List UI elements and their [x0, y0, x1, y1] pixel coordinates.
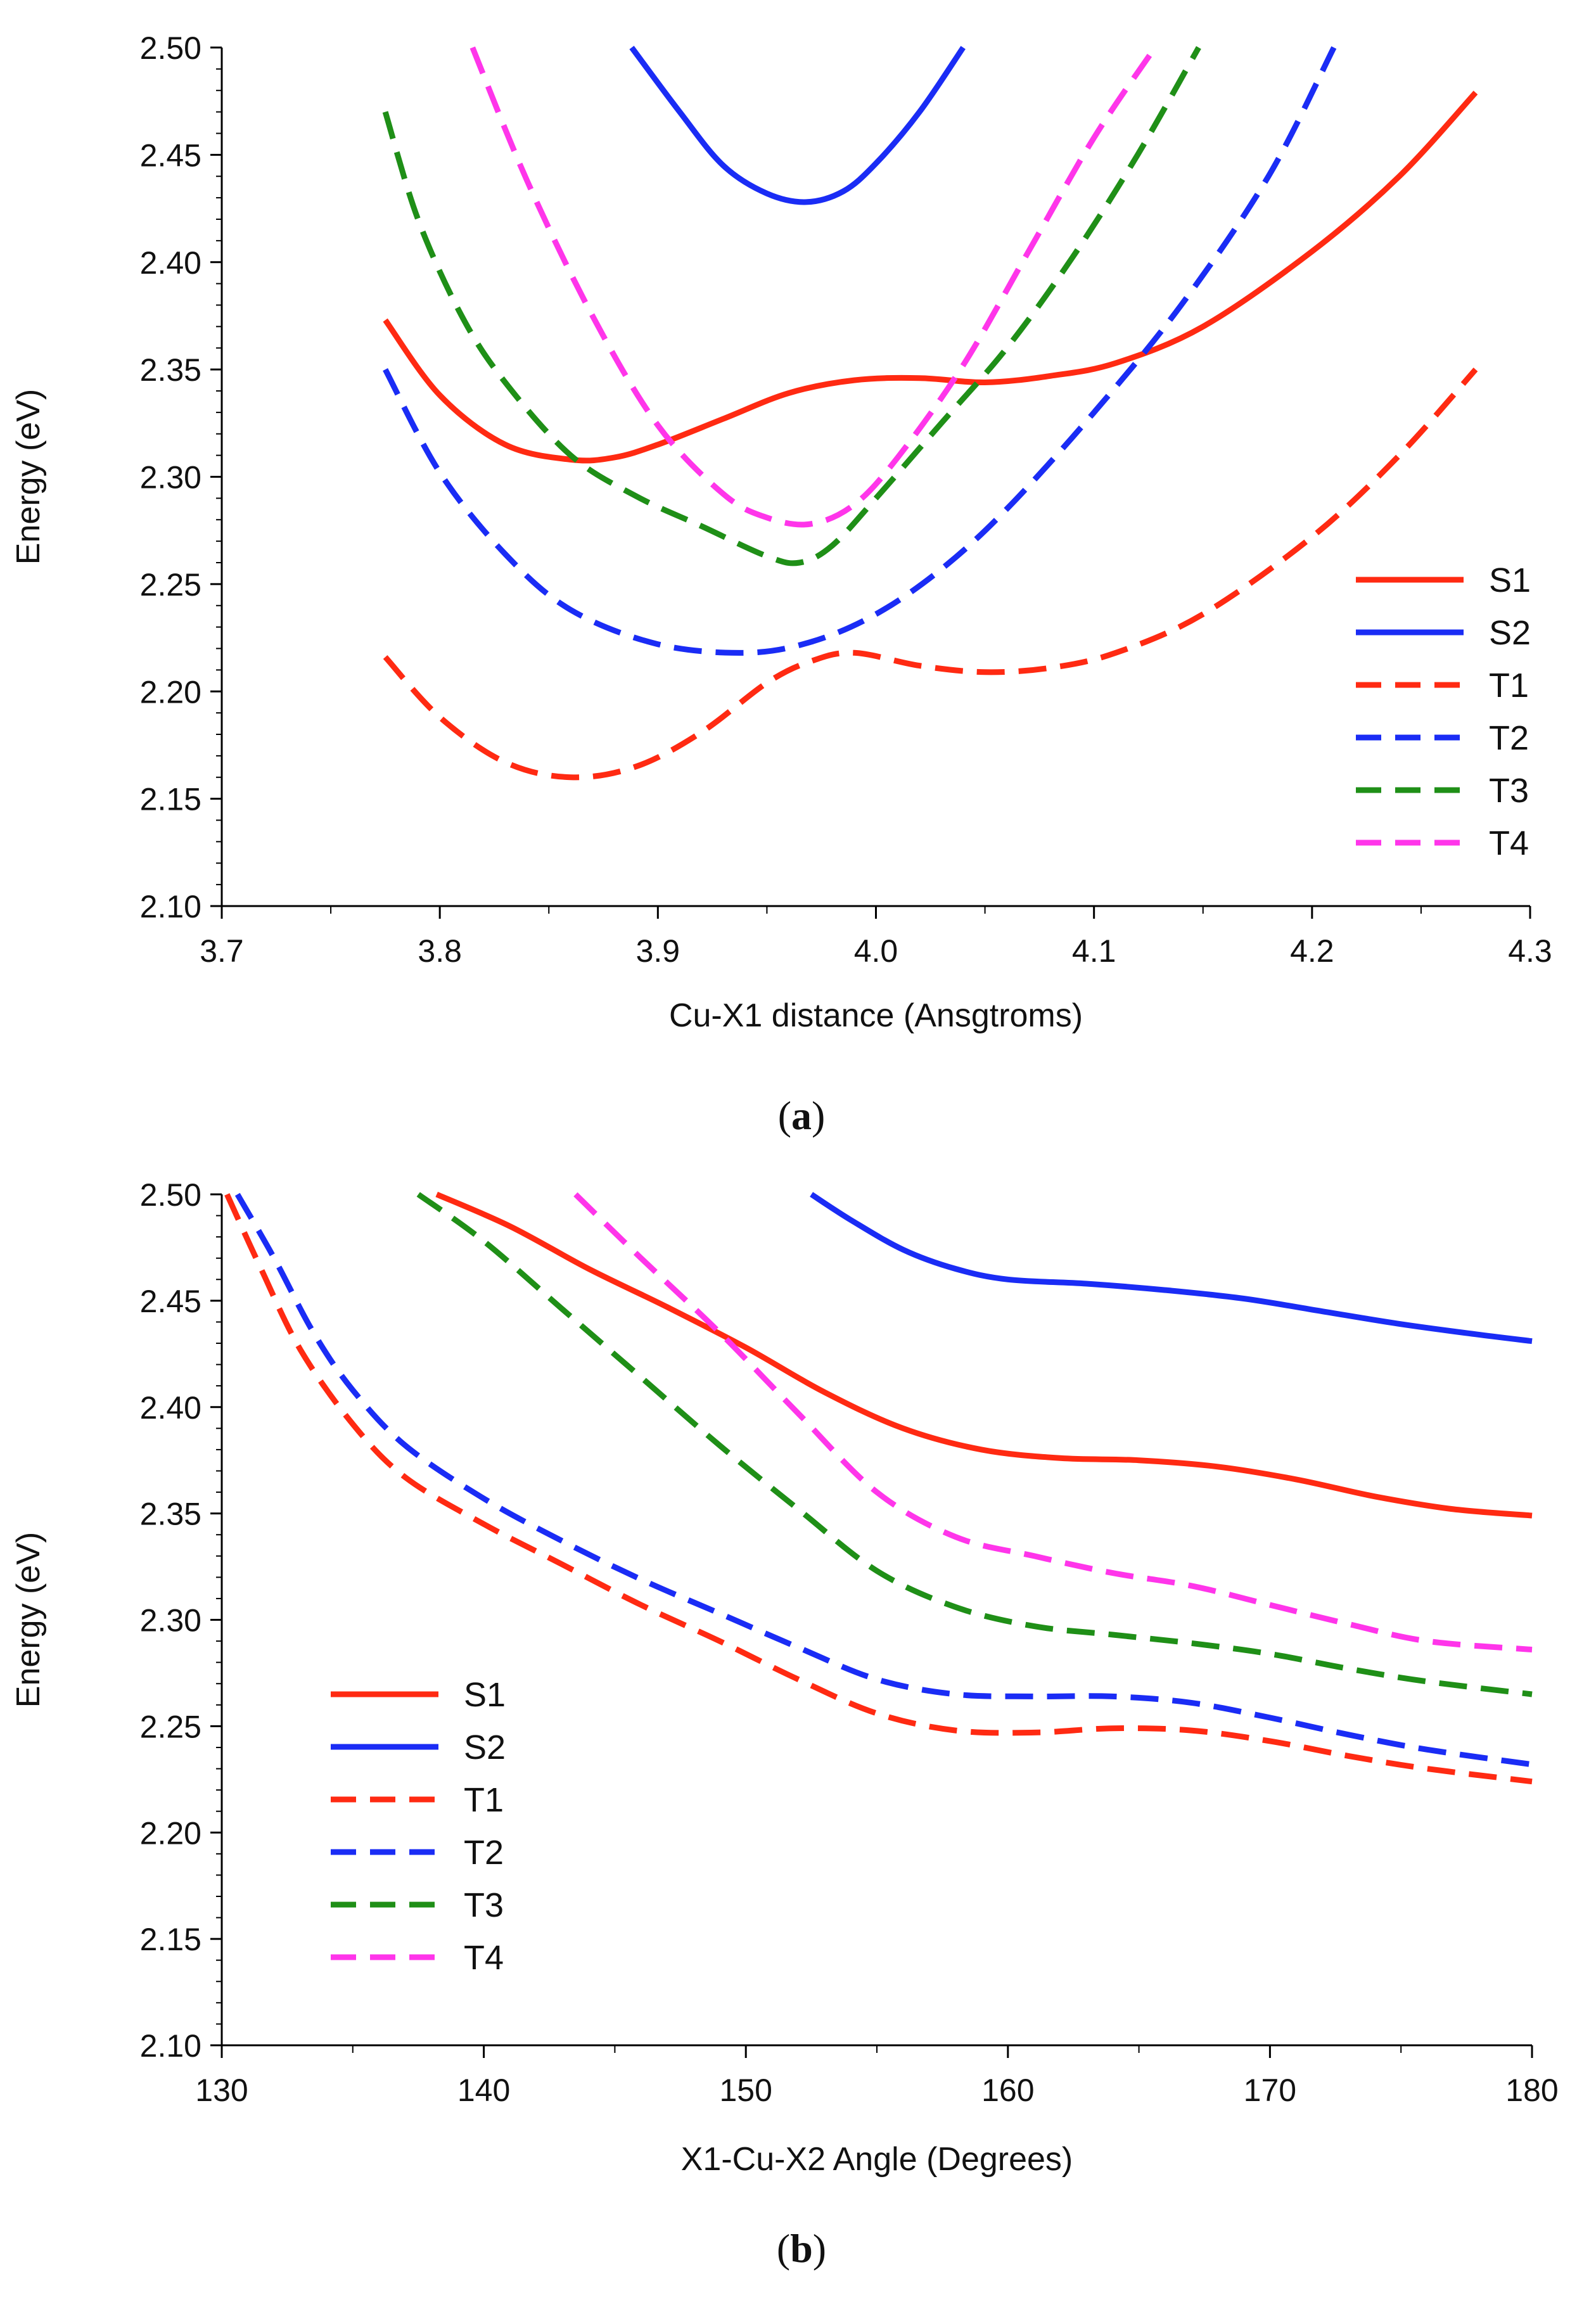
series-line-s2 [810, 1192, 1533, 1345]
x-axis-label: Cu-X1 distance (Ansgtroms) [669, 997, 1083, 1034]
series-line-t2 [234, 1192, 1533, 1768]
y-tick-label: 2.25 [140, 1709, 201, 1744]
y-tick-label: 2.50 [140, 30, 201, 66]
series-line-t4 [573, 1192, 1533, 1652]
series-line-s1 [383, 91, 1478, 464]
y-tick-label: 2.25 [140, 567, 201, 603]
series-line-t4 [469, 46, 1158, 528]
series-line-t3 [416, 1192, 1533, 1697]
y-tick-label: 2.35 [140, 352, 201, 388]
legend-label-t2: T2 [464, 1834, 504, 1872]
series-line-s1 [435, 1191, 1533, 1519]
series-line-s2 [629, 46, 966, 205]
panel-label-b: (b) [777, 2226, 826, 2271]
legend-label-t4: T4 [464, 1939, 504, 1977]
y-tick-label: 2.40 [140, 245, 201, 281]
x-tick-label: 3.8 [418, 933, 462, 969]
panel-label-a: (a) [778, 1093, 826, 1138]
x-axis-label: X1-Cu-X2 Angle (Degrees) [681, 2141, 1073, 2178]
x-tick-label: 150 [719, 2073, 772, 2108]
chart-panel-a: 2.10 2.15 2.20 2.25 2.30 2.35 2.40 2.45 2.50 3.7 3… [10, 30, 1552, 1034]
x-tick-label: 160 [981, 2073, 1034, 2108]
legend: S1 S2 T1 T2 T3 T4 [1356, 561, 1531, 862]
series-line-t1 [224, 1193, 1533, 1785]
x-tick-label: 4.3 [1508, 933, 1552, 969]
legend-label-t1: T1 [1489, 667, 1529, 705]
x-tick-label: 3.7 [200, 933, 244, 969]
x-tick-label: 3.9 [636, 933, 680, 969]
x-tick-label: 4.0 [854, 933, 898, 969]
x-tick-label: 180 [1505, 2073, 1558, 2108]
y-tick-label: 2.20 [140, 1815, 201, 1851]
y-tick-label: 2.30 [140, 460, 201, 495]
legend-label-s1: S1 [1489, 561, 1531, 599]
x-tick-label: 170 [1244, 2073, 1296, 2108]
y-tick-label: 2.45 [140, 137, 201, 173]
legend-label-s2: S2 [464, 1728, 506, 1767]
y-axis-label: Energy (eV) [10, 1532, 47, 1708]
chart-panel-b: 2.10 2.15 2.20 2.25 2.30 2.35 2.40 2.45 2.50 130 1… [10, 1177, 1559, 2178]
y-tick-label: 2.35 [140, 1497, 201, 1532]
y-axis-label: Energy (eV) [10, 389, 47, 565]
x-tick-label: 4.2 [1290, 933, 1334, 969]
y-tick-label: 2.10 [140, 2028, 201, 2064]
legend-label-t2: T2 [1489, 719, 1529, 757]
y-tick-label: 2.30 [140, 1603, 201, 1639]
x-tick-label: 140 [457, 2073, 510, 2108]
series-line-t2 [383, 46, 1337, 656]
y-tick-label: 2.10 [140, 889, 201, 924]
series-line-t1 [383, 367, 1478, 781]
y-tick-label: 2.40 [140, 1390, 201, 1426]
y-tick-label: 2.15 [140, 782, 201, 817]
legend-label-s1: S1 [464, 1676, 506, 1714]
legend-label-s2: S2 [1489, 614, 1531, 652]
y-tick-label: 2.15 [140, 1922, 201, 1957]
y-tick-label: 2.45 [140, 1284, 201, 1319]
legend: S1 S2 T1 T2 T3 T4 [331, 1676, 506, 1977]
y-tick-label: 2.20 [140, 674, 201, 710]
legend-label-t4: T4 [1489, 824, 1529, 862]
legend-label-t3: T3 [1489, 772, 1529, 810]
series-line-t3 [382, 46, 1201, 566]
legend-label-t3: T3 [464, 1886, 504, 1924]
y-tick-label: 2.50 [140, 1177, 201, 1213]
x-tick-label: 4.1 [1072, 933, 1116, 969]
legend-label-t1: T1 [464, 1781, 504, 1819]
x-tick-label: 130 [195, 2073, 248, 2108]
